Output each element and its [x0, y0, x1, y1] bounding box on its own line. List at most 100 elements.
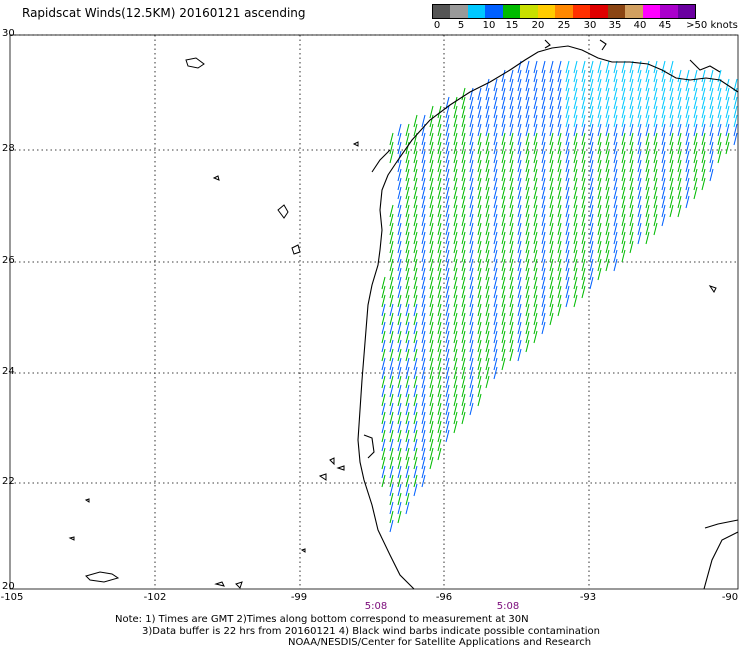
wind-barb	[445, 222, 450, 236]
wind-barb	[549, 168, 554, 182]
wind-barb	[589, 96, 594, 110]
wind-barb	[381, 294, 386, 308]
wind-barb	[493, 357, 498, 371]
wind-barb	[573, 186, 578, 200]
wind-barb	[557, 213, 562, 227]
wind-barb	[389, 231, 394, 245]
wind-barb	[517, 258, 522, 272]
wind-barb	[541, 294, 546, 308]
wind-barb	[501, 240, 506, 254]
wind-barb	[581, 96, 586, 110]
wind-barb	[717, 150, 722, 164]
wind-barb	[525, 132, 530, 146]
wind-barb	[429, 348, 434, 362]
wind-barb	[525, 195, 530, 209]
wind-barb	[477, 132, 482, 146]
wind-barb	[717, 96, 722, 110]
wind-barb	[709, 141, 714, 155]
wind-barb	[533, 132, 538, 146]
wind-barb	[517, 204, 522, 218]
wind-barb	[389, 366, 394, 380]
wind-barb	[629, 240, 634, 254]
wind-barb	[589, 276, 594, 290]
wind-barb	[645, 186, 650, 200]
wind-barb	[437, 285, 442, 299]
wind-barb	[589, 105, 594, 119]
wind-barb	[405, 465, 410, 479]
wind-barb	[381, 393, 386, 407]
wind-barbs	[381, 60, 738, 533]
wind-barb	[533, 249, 538, 263]
wind-barb	[525, 267, 530, 281]
wind-barb	[437, 204, 442, 218]
wind-barb	[469, 114, 474, 128]
wind-barb	[493, 249, 498, 263]
wind-barb	[693, 78, 698, 92]
wind-barb	[581, 186, 586, 200]
wind-barb	[445, 186, 450, 200]
wind-barb	[389, 321, 394, 335]
wind-barb	[581, 285, 586, 299]
wind-barb	[485, 231, 490, 245]
wind-barb	[565, 186, 570, 200]
wind-barb	[469, 87, 474, 101]
wind-barb	[645, 141, 650, 155]
wind-barb	[421, 132, 426, 146]
wind-barb	[493, 339, 498, 353]
wind-barb	[429, 330, 434, 344]
wind-barb	[549, 87, 554, 101]
wind-barb	[397, 447, 402, 461]
wind-barb	[453, 276, 458, 290]
wind-barb	[709, 69, 714, 83]
wind-barb	[501, 141, 506, 155]
wind-barb	[597, 69, 602, 83]
wind-barb	[661, 150, 666, 164]
wind-barb	[405, 231, 410, 245]
wind-barb	[437, 312, 442, 326]
wind-barb	[517, 87, 522, 101]
wind-barb	[413, 330, 418, 344]
wind-barb	[597, 123, 602, 137]
wind-barb	[693, 159, 698, 173]
wind-barb	[469, 96, 474, 110]
wind-barb	[405, 501, 410, 515]
wind-barb	[477, 195, 482, 209]
wind-barb	[541, 276, 546, 290]
wind-barb	[605, 222, 610, 236]
wind-barb	[501, 339, 506, 353]
wind-barb	[429, 303, 434, 317]
wind-barb	[565, 276, 570, 290]
wind-barb	[573, 168, 578, 182]
wind-barb	[525, 159, 530, 173]
wind-barb	[581, 213, 586, 227]
wind-barb	[381, 429, 386, 443]
wind-barb	[541, 141, 546, 155]
wind-barb	[733, 87, 738, 101]
wind-barb	[453, 177, 458, 191]
wind-barb	[725, 132, 730, 146]
wind-barb	[637, 159, 642, 173]
wind-barb	[413, 141, 418, 155]
wind-barb	[573, 78, 578, 92]
wind-barb	[533, 195, 538, 209]
colorbar-swatch	[607, 5, 626, 18]
wind-barb	[453, 231, 458, 245]
wind-barb	[637, 87, 642, 101]
wind-barb	[437, 114, 442, 128]
wind-barb	[653, 123, 658, 137]
wind-barb	[613, 123, 618, 137]
wind-barb	[421, 357, 426, 371]
wind-barb	[509, 213, 514, 227]
wind-barb	[581, 258, 586, 272]
wind-barb	[549, 69, 554, 83]
wind-barb	[405, 240, 410, 254]
wind-barb	[685, 141, 690, 155]
wind-barb	[469, 348, 474, 362]
wind-barb	[421, 438, 426, 452]
wind-barb	[669, 159, 674, 173]
wind-barb	[565, 213, 570, 227]
wind-barb	[381, 366, 386, 380]
wind-barb	[437, 267, 442, 281]
wind-barb	[501, 222, 506, 236]
wind-barb	[549, 150, 554, 164]
